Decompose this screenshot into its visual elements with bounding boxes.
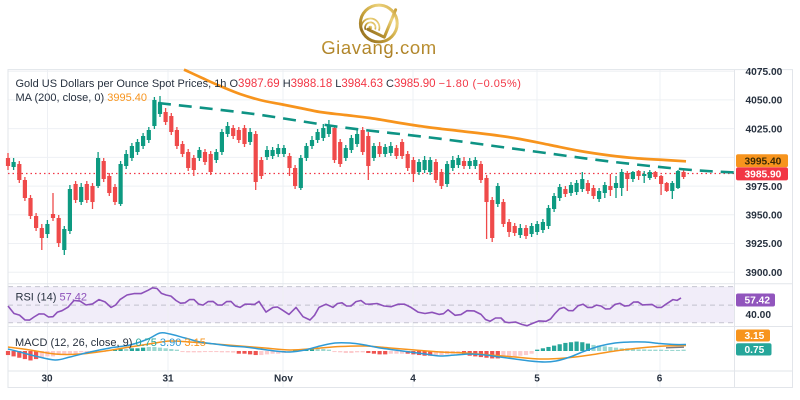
- svg-text:3975.00: 3975.00: [746, 182, 783, 193]
- svg-text:4050.00: 4050.00: [746, 96, 783, 107]
- svg-text:3.15: 3.15: [745, 331, 765, 342]
- svg-text:4025.00: 4025.00: [746, 124, 783, 135]
- svg-text:MA (200, close, 0) 3995.40: MA (200, close, 0) 3995.40: [16, 92, 147, 104]
- svg-text:4: 4: [410, 374, 416, 385]
- svg-text:MACD (12, 26, close, 9) 0.75: MACD (12, 26, close, 9) 0.75 3.90 3.15: [15, 337, 206, 349]
- svg-text:31: 31: [162, 374, 174, 385]
- svg-text:6: 6: [657, 374, 663, 385]
- svg-text:57.42: 57.42: [745, 296, 771, 307]
- svg-text:Gold US Dollars per Ounce Spot: Gold US Dollars per Ounce Spot Prices, 1…: [16, 78, 522, 90]
- svg-text:4075.00: 4075.00: [746, 67, 783, 78]
- svg-text:3900.00: 3900.00: [746, 268, 783, 279]
- svg-text:Nov: Nov: [274, 374, 293, 385]
- svg-text:5: 5: [534, 374, 540, 385]
- svg-text:30: 30: [41, 374, 53, 385]
- svg-text:Giavang.com: Giavang.com: [321, 37, 437, 58]
- svg-text:RSI (14) 57.42: RSI (14) 57.42: [16, 292, 88, 304]
- svg-text:3950.00: 3950.00: [746, 211, 783, 222]
- svg-text:3925.00: 3925.00: [746, 239, 783, 250]
- svg-text:3995.40: 3995.40: [745, 156, 782, 167]
- svg-text:0.75: 0.75: [745, 345, 765, 356]
- svg-text:40.00: 40.00: [746, 310, 772, 321]
- svg-text:3985.90: 3985.90: [745, 170, 782, 181]
